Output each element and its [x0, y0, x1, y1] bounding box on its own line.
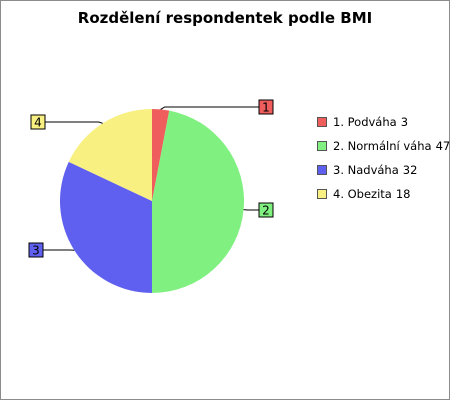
legend-value: 18	[395, 187, 411, 201]
slice-label-box-2	[258, 202, 274, 218]
legend-value: 32	[402, 163, 418, 177]
legend-value: 3	[400, 115, 409, 129]
pie-slice-4	[68, 109, 152, 201]
legend-swatch	[317, 189, 327, 199]
legend-item: 1. Podváha 3	[317, 110, 450, 134]
slice-label-box-4	[30, 114, 46, 130]
leader-line-1	[160, 106, 259, 110]
legend-label: 1. Podváha	[333, 115, 397, 129]
slice-label-box-1	[258, 99, 274, 115]
slice-label-box-3	[28, 242, 44, 258]
slice-label-3: 3	[32, 244, 40, 258]
legend-swatch	[317, 165, 327, 175]
legend-value: 47	[435, 139, 450, 153]
legend-item: 2. Normální váha 47	[317, 134, 450, 158]
chart-title: Rozdělení respondentek podle BMI	[77, 9, 373, 27]
pie-slice-3	[59, 161, 152, 293]
legend-swatch	[317, 117, 327, 127]
legend: 1. Podváha 3 2. Normální váha 47 3. Nadváha 3…	[317, 110, 450, 206]
pie-slice-2	[152, 110, 244, 293]
legend-item: 3. Nadváha 32	[317, 158, 450, 182]
legend-label: 4. Obezita	[333, 187, 392, 201]
legend-item: 4. Obezita 18	[317, 182, 450, 206]
slice-label-1: 1	[262, 101, 270, 115]
legend-swatch	[317, 141, 327, 151]
legend-label: 3. Nadváha	[333, 163, 399, 177]
pie-slice-1	[152, 109, 170, 201]
slice-label-2: 2	[262, 204, 270, 218]
leader-line-4	[45, 121, 103, 124]
legend-label: 2. Normální váha	[333, 139, 432, 153]
slice-label-4: 4	[34, 116, 42, 130]
